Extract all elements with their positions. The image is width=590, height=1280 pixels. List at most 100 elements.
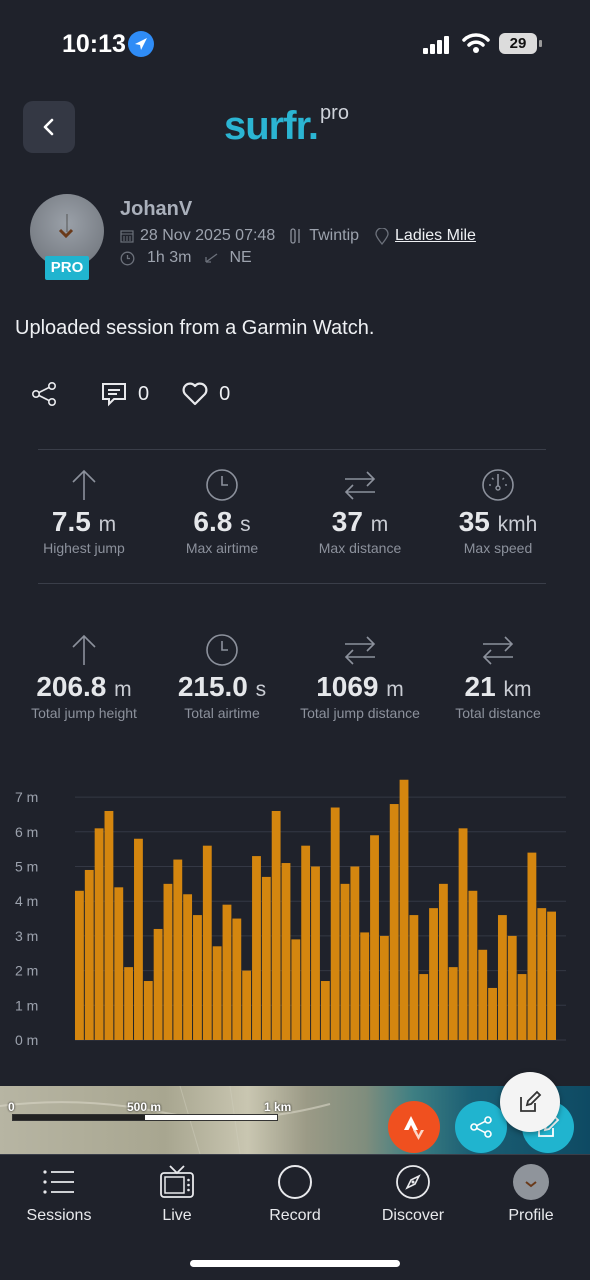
chart-bar[interactable] [507, 935, 517, 1040]
edit-session-button[interactable] [500, 1072, 560, 1132]
chart-bar[interactable] [261, 876, 271, 1040]
chart-bar[interactable] [222, 904, 232, 1040]
board-type: Twintip [309, 227, 360, 244]
like-button[interactable]: 0 [181, 381, 230, 407]
chart-bar[interactable] [429, 908, 438, 1040]
chart-bar[interactable] [330, 807, 340, 1040]
chart-bar[interactable] [271, 810, 281, 1040]
chart-bar[interactable] [232, 918, 242, 1040]
tab-label: Profile [508, 1207, 554, 1224]
chart-bar[interactable] [183, 894, 193, 1040]
chart-bar[interactable] [84, 869, 94, 1040]
tab-record[interactable]: Record [236, 1163, 354, 1225]
calendar-icon [120, 229, 134, 243]
chart-bar[interactable] [547, 911, 556, 1040]
chart-bar[interactable] [478, 949, 488, 1040]
chart-bar[interactable] [143, 981, 153, 1040]
edit-icon [520, 1090, 542, 1112]
chart-bar[interactable] [419, 974, 429, 1040]
divider [38, 583, 546, 584]
jump-height-chart[interactable]: 0 m 1 m 2 m 3 m 4 m 5 m 6 m 7 m [0, 770, 590, 1050]
chart-bar[interactable] [527, 852, 537, 1040]
session-date: 28 Nov 2025 07:48 [140, 227, 276, 244]
board-icon [289, 228, 303, 244]
chart-bar[interactable] [517, 974, 527, 1040]
chart-bar[interactable] [281, 863, 291, 1040]
chart-bar[interactable] [379, 935, 389, 1040]
chart-bar[interactable] [468, 890, 478, 1040]
chart-bar[interactable] [340, 883, 350, 1040]
chart-bar[interactable] [311, 866, 320, 1041]
home-indicator [190, 1260, 400, 1267]
bottom-tab-bar: Sessions Live Record Discover Profile [0, 1154, 590, 1280]
chart-bar[interactable] [104, 810, 114, 1040]
username[interactable]: JohanV [120, 198, 193, 220]
chevron-left-icon [43, 118, 54, 136]
back-button[interactable] [23, 101, 75, 153]
comment-icon [102, 383, 126, 407]
chart-bar[interactable] [497, 915, 507, 1040]
session-meta-line-1: 28 Nov 2025 07:48 Twintip Ladies Mile [120, 227, 476, 245]
comments-button[interactable]: 0 [100, 380, 149, 408]
chart-bar[interactable] [360, 932, 370, 1040]
chart-bar[interactable] [320, 981, 330, 1040]
chart-bar[interactable] [448, 967, 458, 1040]
chart-bar[interactable] [438, 883, 448, 1040]
session-actions: 0 0 [30, 380, 262, 408]
chart-bar[interactable] [370, 835, 379, 1040]
strava-button[interactable] [388, 1101, 440, 1153]
chart-bar[interactable] [458, 828, 468, 1040]
stats-top-row: 7.5 m Highest jump 6.8 s Max airtime 37 … [15, 466, 581, 556]
chart-bar[interactable] [75, 890, 84, 1040]
arrow-up-icon [15, 631, 153, 669]
spot-link[interactable]: Ladies Mile [395, 227, 476, 244]
share-button[interactable] [30, 380, 68, 408]
chart-bar[interactable] [399, 779, 409, 1040]
chart-bar[interactable] [124, 967, 134, 1040]
tv-icon [118, 1163, 236, 1201]
chart-bar[interactable] [301, 845, 311, 1040]
chart-bar[interactable] [488, 987, 497, 1040]
user-avatar[interactable] [30, 194, 104, 268]
arrow-up-icon [15, 466, 153, 504]
duration-clock-icon [120, 251, 135, 266]
chart-bar[interactable] [389, 804, 399, 1040]
session-meta-line-2: 1h 3m NE [120, 249, 252, 267]
chart-bar[interactable] [134, 838, 143, 1040]
record-circle-icon [236, 1163, 354, 1201]
y-tick-label: 3 m [15, 928, 38, 944]
strava-icon [404, 1116, 424, 1140]
stat-max-speed: 35 kmh Max speed [429, 466, 567, 556]
location-pin-icon [375, 227, 389, 245]
chart-bar[interactable] [114, 887, 124, 1040]
tab-sessions[interactable]: Sessions [0, 1163, 118, 1225]
chart-bar[interactable] [242, 970, 252, 1040]
clock-icon [153, 466, 291, 504]
y-tick-label: 2 m [15, 963, 38, 979]
chart-bar[interactable] [163, 883, 173, 1040]
session-description: Uploaded session from a Garmin Watch. [15, 317, 375, 339]
tab-live[interactable]: Live [118, 1163, 236, 1225]
app-logo: surfr. pro [224, 102, 349, 148]
chart-bar[interactable] [94, 828, 104, 1040]
tab-profile[interactable]: Profile [472, 1163, 590, 1225]
y-tick-label: 1 m [15, 997, 38, 1013]
cellular-signal-icon [423, 36, 451, 54]
chart-bar[interactable] [350, 866, 360, 1041]
chart-bar[interactable] [193, 915, 202, 1040]
tab-discover[interactable]: Discover [354, 1163, 472, 1225]
chart-bar[interactable] [153, 928, 163, 1040]
chart-bar[interactable] [409, 915, 419, 1040]
chart-bar[interactable] [537, 908, 547, 1040]
chart-bar[interactable] [173, 859, 183, 1040]
stat-highest-jump: 7.5 m Highest jump [15, 466, 153, 556]
compass-icon [354, 1163, 472, 1201]
chart-bar[interactable] [202, 845, 212, 1040]
clock-icon [153, 631, 291, 669]
map-share-button[interactable] [455, 1101, 507, 1153]
battery-icon: 29 [499, 33, 542, 54]
y-tick-label: 4 m [15, 893, 38, 909]
chart-bar[interactable] [252, 856, 261, 1040]
chart-bar[interactable] [212, 946, 222, 1040]
chart-bar[interactable] [291, 939, 301, 1040]
